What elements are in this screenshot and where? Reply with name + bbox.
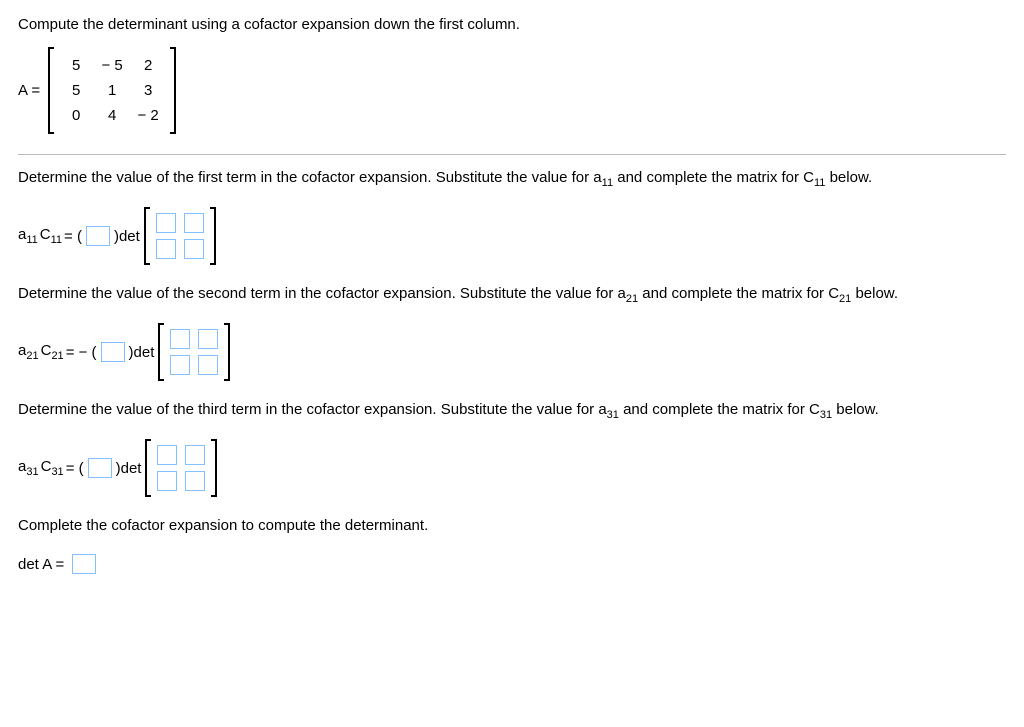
c31-m12-input[interactable]: [185, 445, 205, 465]
matrix-cell: 3: [130, 78, 166, 103]
close-paren-det: )det: [116, 460, 142, 477]
step1-equation: a11 C11 = ( )det: [18, 207, 1006, 265]
a11-input[interactable]: [86, 226, 110, 246]
a21-label: a21: [18, 342, 39, 362]
matrix-label: A =: [18, 82, 40, 99]
c21-label: C21: [41, 342, 64, 362]
a21-input[interactable]: [101, 342, 125, 362]
final-instruction: Complete the cofactor expansion to compu…: [18, 517, 1006, 534]
c31-m21-input[interactable]: [157, 471, 177, 491]
final-equation: det A =: [18, 552, 1006, 576]
a31-input[interactable]: [88, 458, 112, 478]
divider: [18, 154, 1006, 155]
c21-m21-input[interactable]: [170, 355, 190, 375]
a11-label: a11: [18, 226, 38, 246]
c11-m11-input[interactable]: [156, 213, 176, 233]
c21-m12-input[interactable]: [198, 329, 218, 349]
c21-m22-input[interactable]: [198, 355, 218, 375]
matrix-cell: 0: [58, 103, 94, 128]
minor-c21: [158, 323, 230, 381]
step2-instruction: Determine the value of the second term i…: [18, 285, 1006, 305]
c11-m12-input[interactable]: [184, 213, 204, 233]
c11-m21-input[interactable]: [156, 239, 176, 259]
c11-m22-input[interactable]: [184, 239, 204, 259]
c31-m11-input[interactable]: [157, 445, 177, 465]
a31-label: a31: [18, 458, 39, 478]
problem-title: Compute the determinant using a cofactor…: [18, 16, 1006, 33]
det-a-input[interactable]: [72, 554, 96, 574]
step3-instruction: Determine the value of the third term in…: [18, 401, 1006, 421]
matrix-cell: 5: [58, 53, 94, 78]
step2-equation: a21 C21 = − ( )det: [18, 323, 1006, 381]
matrix-cell: 5: [58, 78, 94, 103]
close-paren-det: )det: [114, 228, 140, 245]
bracket-right: [170, 47, 176, 134]
c31-label: C31: [41, 458, 64, 478]
step1-instruction: Determine the value of the first term in…: [18, 169, 1006, 189]
minor-c11: [144, 207, 216, 265]
det-a-label: det A =: [18, 556, 64, 573]
matrix-cell: 2: [130, 53, 166, 78]
matrix-cell: − 2: [130, 103, 166, 128]
equals-open-paren: = (: [64, 228, 82, 245]
c21-m11-input[interactable]: [170, 329, 190, 349]
matrix-cell: 4: [94, 103, 130, 128]
close-paren-det: )det: [129, 344, 155, 361]
step3-equation: a31 C31 = ( )det: [18, 439, 1006, 497]
c31-m22-input[interactable]: [185, 471, 205, 491]
matrix-cell: 1: [94, 78, 130, 103]
c11-label: C11: [40, 226, 62, 246]
matrix-cell: − 5: [94, 53, 130, 78]
matrix-A: 5 − 5 2 5 1 3 0 4 − 2: [48, 47, 176, 134]
matrix-definition: A = 5 − 5 2 5 1 3 0 4 − 2: [18, 47, 1006, 134]
equals-open-paren: = (: [66, 460, 84, 477]
minor-c31: [145, 439, 217, 497]
equals-minus-open-paren: = − (: [66, 344, 97, 361]
